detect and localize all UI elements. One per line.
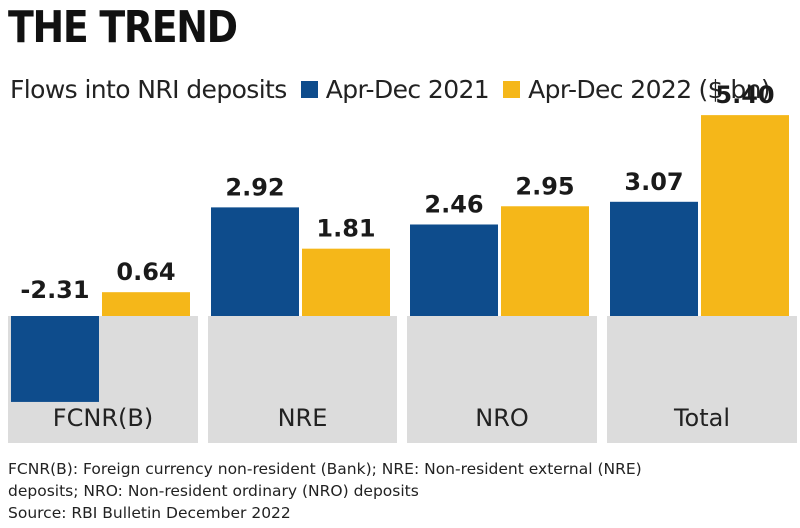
category-label: Total	[673, 404, 730, 432]
bar	[11, 316, 99, 402]
category-label: NRE	[278, 404, 328, 432]
legend-swatch-2022	[503, 80, 521, 98]
data-label: 5.40	[715, 81, 774, 109]
legend-swatch-2021	[300, 80, 318, 98]
bar	[610, 201, 698, 316]
bar	[302, 248, 390, 316]
category-label: NRO	[475, 404, 529, 432]
footnote-line-1: FCNR(B): Foreign currency non-resident (…	[8, 460, 642, 478]
bar	[211, 207, 299, 316]
footnote-line-2: deposits; NRO: Non-resident ordinary (NR…	[8, 482, 419, 500]
bar	[410, 224, 498, 316]
category-panel	[407, 316, 597, 443]
bar	[501, 206, 589, 316]
data-label: 2.95	[515, 172, 574, 200]
bar	[102, 292, 190, 316]
legend-label-2022: Apr-Dec 2022	[528, 74, 692, 104]
data-label: 1.81	[316, 215, 375, 243]
data-label: 2.92	[225, 173, 284, 201]
category-label: FCNR(B)	[53, 404, 153, 432]
data-label: 2.46	[424, 190, 483, 218]
legend: Flows into NRI deposits Apr-Dec 2021 Apr…	[10, 72, 771, 106]
data-label: 3.07	[624, 168, 683, 196]
footnote: FCNR(B): Foreign currency non-resident (…	[8, 458, 798, 524]
data-label: -2.31	[20, 276, 89, 304]
data-label: 0.64	[116, 258, 175, 286]
category-panel	[208, 316, 397, 443]
bar	[701, 115, 789, 317]
footnote-line-3: Source: RBI Bulletin December 2022	[8, 504, 291, 522]
chart-title: THE TREND	[8, 2, 238, 53]
units-note: ($ bn)	[698, 74, 771, 104]
category-panel	[607, 316, 797, 443]
legend-label-2021: Apr-Dec 2021	[325, 74, 490, 104]
chart-subtitle: Flows into NRI deposits	[10, 74, 287, 104]
bar-chart: FCNR(B) -2.31 0.64 NRE 2.92 1.81 NRO 2.46 2.95 To…	[8, 81, 797, 443]
